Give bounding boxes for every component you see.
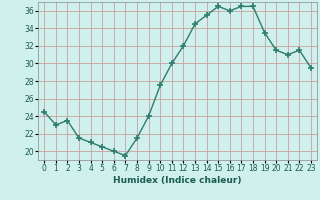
X-axis label: Humidex (Indice chaleur): Humidex (Indice chaleur) [113,176,242,185]
